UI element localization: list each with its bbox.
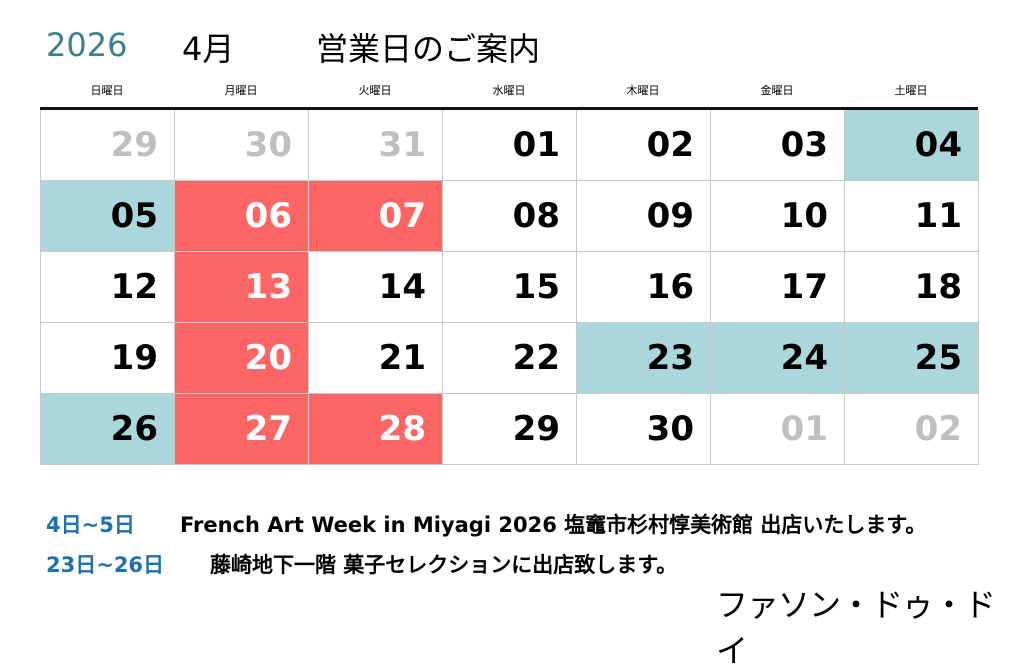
day-cell-open: 17 (711, 252, 845, 323)
note-text: French Art Week in Miyagi 2026 塩竈市杉村惇美術館… (180, 513, 927, 537)
weekday-sun: 日曜日 (90, 84, 124, 97)
day-cell-other-month: 01 (711, 394, 845, 465)
note-dates: 4日~5日 (46, 513, 135, 537)
shop-logo: ファソン・ドゥ・ドイ (716, 586, 996, 670)
day-cell-open: 14 (309, 252, 443, 323)
day-cell-closed: 07 (309, 181, 443, 252)
weekday-header: 日曜日 月曜日 火曜日 水曜日 木曜日 金曜日 土曜日 (40, 82, 978, 98)
day-cell-open: 02 (577, 110, 711, 181)
weekday-tue: 火曜日 (358, 84, 392, 97)
weekday-thu: 木曜日 (626, 84, 660, 97)
day-cell-open: 30 (577, 394, 711, 465)
weekday-fri: 金曜日 (760, 84, 794, 97)
page-title: 営業日のご案内 (316, 30, 541, 68)
day-cell-closed: 06 (175, 181, 309, 252)
note-2: 23日~26日 藤崎地下一階 菓子セレクションに出店致します。 (46, 549, 677, 579)
day-cell-other-month: 29 (41, 110, 175, 181)
day-cell-event: 23 (577, 323, 711, 394)
weekday-wed: 水曜日 (492, 84, 526, 97)
day-cell-closed: 13 (175, 252, 309, 323)
day-cell-event: 25 (845, 323, 979, 394)
day-cell-other-month: 30 (175, 110, 309, 181)
day-cell-open: 01 (443, 110, 577, 181)
day-cell-open: 11 (845, 181, 979, 252)
day-cell-open: 12 (41, 252, 175, 323)
day-cell-open: 08 (443, 181, 577, 252)
header-divider (40, 107, 978, 110)
note-text: 藤崎地下一階 菓子セレクションに出店致します。 (210, 553, 678, 577)
weekday-mon: 月曜日 (224, 84, 258, 97)
day-cell-other-month: 31 (309, 110, 443, 181)
calendar-grid: 29 30 31 01 02 03 04 05 06 07 08 09 10 11 12 13 14 15 16 17… (40, 110, 979, 465)
day-cell-event: 05 (41, 181, 175, 252)
note-dates: 23日~26日 (46, 553, 165, 577)
day-cell-open: 10 (711, 181, 845, 252)
day-cell-open: 19 (41, 323, 175, 394)
day-cell-closed: 28 (309, 394, 443, 465)
day-cell-open: 18 (845, 252, 979, 323)
month: 4月 (182, 30, 235, 68)
day-cell-open: 09 (577, 181, 711, 252)
day-cell-open: 29 (443, 394, 577, 465)
day-cell-event: 04 (845, 110, 979, 181)
day-cell-closed: 27 (175, 394, 309, 465)
day-cell-open: 21 (309, 323, 443, 394)
day-cell-open: 03 (711, 110, 845, 181)
day-cell-open: 22 (443, 323, 577, 394)
day-cell-open: 15 (443, 252, 577, 323)
day-cell-event: 24 (711, 323, 845, 394)
day-cell-event: 26 (41, 394, 175, 465)
day-cell-other-month: 02 (845, 394, 979, 465)
day-cell-open: 16 (577, 252, 711, 323)
day-cell-closed: 20 (175, 323, 309, 394)
year: 2026 (46, 26, 128, 64)
weekday-sat: 土曜日 (894, 84, 928, 97)
note-1: 4日~5日 French Art Week in Miyagi 2026 塩竈市杉… (46, 509, 926, 539)
